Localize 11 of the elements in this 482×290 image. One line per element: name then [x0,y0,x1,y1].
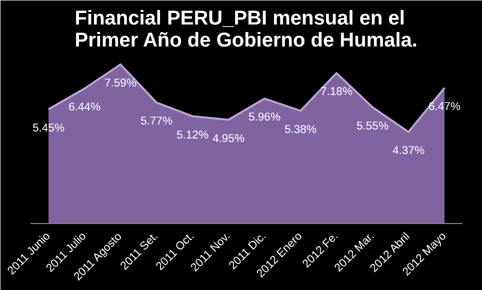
data-label: 5.77% [140,116,173,128]
chart-title: Financial PERU_PBI mensual en el Primer Año de Gobierno de Humala. [74,8,418,52]
data-label: 4.37% [392,145,425,158]
data-label: 5.96% [248,112,281,124]
data-label: 5.38% [284,124,317,136]
data-label: 4.95% [212,132,245,145]
data-label: 7.18% [320,86,353,98]
data-label: 5.12% [176,129,209,142]
data-label: 6.44% [68,102,101,114]
data-label: 7.59% [104,78,137,90]
data-label: 5.55% [356,120,389,132]
